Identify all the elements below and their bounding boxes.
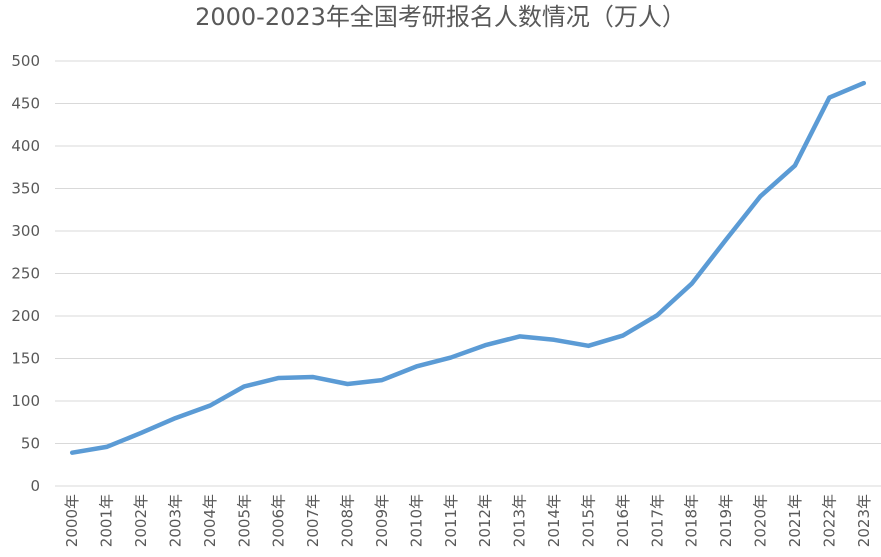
x-tick-label: 2020年 (752, 494, 770, 547)
x-tick-label: 2013年 (511, 494, 529, 547)
x-tick-label: 2004年 (201, 494, 219, 547)
y-tick-label: 250 (11, 265, 40, 283)
x-tick-label: 2018年 (683, 494, 701, 547)
x-tick-label: 2005年 (235, 494, 253, 547)
y-tick-label: 350 (11, 180, 40, 198)
series-layer (69, 80, 867, 455)
x-tick-label: 2017年 (648, 494, 666, 547)
y-tick-label: 500 (11, 52, 40, 70)
y-axis-ticks: 0 50 100 150 200 250 300 350 400 450 500 (11, 52, 40, 495)
x-tick-label: 2011年 (442, 494, 460, 547)
x-tick-label: 2001年 (98, 494, 116, 547)
x-tick-label: 2015年 (579, 494, 597, 547)
y-tick-label: 300 (11, 222, 40, 240)
x-tick-label: 2022年 (820, 494, 838, 547)
x-tick-label: 2014年 (545, 494, 563, 547)
x-tick-label: 2023年 (855, 494, 873, 547)
y-tick-label: 200 (11, 307, 40, 325)
x-tick-label: 2008年 (339, 494, 357, 547)
x-axis-ticks: 2000年 2001年 2002年 2003年 2004年 2005年 2006年 2007年… (63, 494, 873, 547)
x-tick-label: 2009年 (373, 494, 391, 547)
chart-title: 2000-2023年全国考研报名人数情况（万人） (195, 3, 686, 31)
y-tick-label: 0 (30, 477, 40, 495)
series-line (69, 80, 867, 455)
gridlines (55, 60, 881, 487)
x-tick-label: 2006年 (270, 494, 288, 547)
x-tick-label: 2002年 (132, 494, 150, 547)
y-tick-label: 400 (11, 137, 40, 155)
x-tick-label: 2016年 (614, 494, 632, 547)
y-tick-label: 150 (11, 350, 40, 368)
x-tick-label: 2012年 (476, 494, 494, 547)
x-tick-label: 2019年 (717, 494, 735, 547)
y-tick-label: 100 (11, 392, 40, 410)
x-tick-label: 2010年 (407, 494, 425, 547)
x-tick-label: 2007年 (304, 494, 322, 547)
x-tick-label: 2021年 (786, 494, 804, 547)
y-tick-label: 50 (21, 435, 40, 453)
y-tick-label: 450 (11, 95, 40, 113)
x-tick-label: 2003年 (166, 494, 184, 547)
x-tick-label: 2000年 (63, 494, 81, 547)
